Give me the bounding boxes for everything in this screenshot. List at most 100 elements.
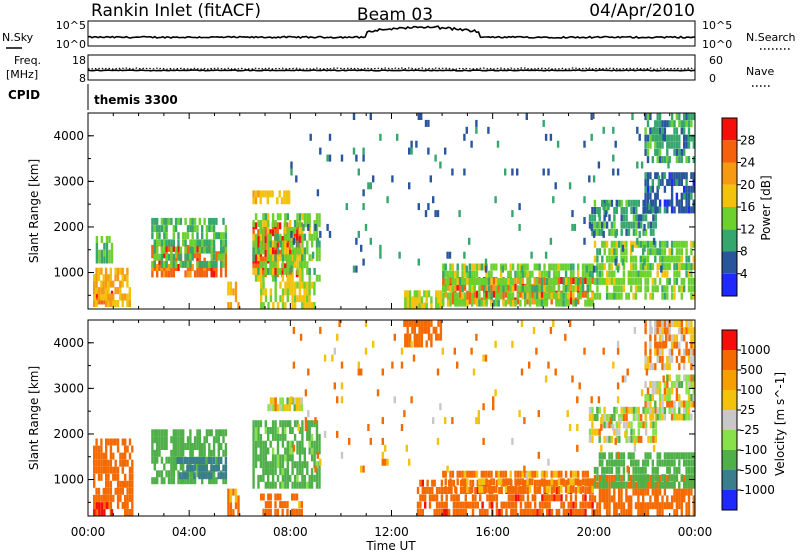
velocity-cell bbox=[615, 509, 618, 517]
power-cell bbox=[675, 263, 679, 271]
power-cell bbox=[604, 210, 608, 218]
velocity-cell bbox=[252, 433, 255, 441]
power-cell bbox=[289, 261, 292, 269]
velocity-cell bbox=[683, 452, 686, 460]
velocity-cell bbox=[495, 494, 499, 502]
power-cell bbox=[293, 281, 297, 289]
power-cell bbox=[495, 292, 498, 300]
power-cell bbox=[177, 239, 180, 247]
velocity-cell bbox=[198, 464, 201, 472]
velocity-cell bbox=[283, 501, 287, 509]
power-cell bbox=[678, 285, 681, 293]
power-cell bbox=[615, 207, 618, 214]
velocity-cell bbox=[690, 341, 693, 349]
velocity-cell bbox=[668, 400, 671, 408]
velocity-cell bbox=[678, 374, 681, 382]
power-cell bbox=[601, 240, 604, 248]
power-cell bbox=[276, 222, 279, 230]
power-cell bbox=[588, 175, 591, 183]
velocity-cell bbox=[625, 406, 628, 414]
power-cell bbox=[557, 292, 561, 300]
velocity-cell bbox=[605, 488, 609, 496]
power-cell bbox=[562, 299, 565, 307]
velocity-cell bbox=[201, 449, 204, 457]
velocity-cell bbox=[581, 494, 585, 502]
velocity-cell bbox=[598, 495, 602, 503]
velocity-cell bbox=[680, 474, 683, 482]
power-cell bbox=[165, 239, 168, 247]
velocity-cell bbox=[519, 478, 522, 486]
velocity-cbar-tick-label: -1000 bbox=[740, 483, 775, 497]
velocity-cell bbox=[661, 400, 664, 408]
time-tick-label: 12:00 bbox=[374, 525, 409, 539]
power-cell bbox=[526, 285, 529, 293]
power-cell bbox=[290, 230, 293, 238]
velocity-cell bbox=[408, 319, 412, 327]
velocity-cell bbox=[663, 481, 667, 489]
power-cell bbox=[170, 246, 173, 254]
velocity-cell bbox=[550, 487, 554, 494]
time-tick-label: 08:00 bbox=[273, 525, 308, 539]
power-cell bbox=[252, 247, 255, 255]
velocity-cell bbox=[483, 470, 486, 478]
velocity-cell bbox=[567, 501, 570, 509]
velocity-cell bbox=[424, 501, 427, 509]
power-cell bbox=[262, 240, 265, 248]
velocity-cell bbox=[495, 485, 498, 493]
power-cell bbox=[614, 140, 617, 148]
velocity-cell bbox=[102, 494, 105, 502]
velocity-cell bbox=[605, 474, 609, 482]
velocity-cell bbox=[357, 361, 360, 369]
power-cell bbox=[172, 232, 175, 240]
velocity-cell bbox=[656, 509, 659, 517]
velocity-cell bbox=[459, 487, 463, 494]
velocity-cell bbox=[574, 501, 578, 509]
velocity-cell bbox=[260, 493, 263, 501]
velocity-cell bbox=[189, 443, 192, 450]
power-cell bbox=[692, 134, 695, 142]
power-cell bbox=[298, 213, 302, 221]
power-cell bbox=[442, 263, 445, 271]
velocity-cell bbox=[500, 501, 503, 509]
power-cell bbox=[444, 147, 447, 155]
velocity-cell bbox=[224, 443, 228, 450]
power-cell bbox=[471, 263, 474, 271]
power-cell bbox=[692, 277, 695, 285]
velocity-cell bbox=[517, 494, 520, 502]
power-cell bbox=[284, 247, 287, 255]
velocity-cell bbox=[97, 466, 101, 474]
power-cell bbox=[543, 299, 546, 307]
velocity-cell bbox=[440, 501, 444, 509]
velocity-cell bbox=[449, 478, 452, 486]
power-cell bbox=[632, 240, 635, 248]
power-cell bbox=[293, 220, 297, 227]
power-cell bbox=[593, 199, 597, 207]
velocity-cell bbox=[690, 413, 693, 421]
velocity-cell bbox=[678, 363, 681, 371]
velocity-cell bbox=[471, 470, 474, 478]
velocity-cell bbox=[666, 459, 669, 467]
power-cell bbox=[193, 225, 197, 233]
velocity-cell bbox=[692, 355, 695, 363]
power-cell bbox=[690, 206, 693, 214]
power-cell bbox=[646, 248, 650, 256]
velocity-cell bbox=[621, 375, 625, 383]
velocity-cell bbox=[633, 444, 637, 452]
velocity-cell bbox=[97, 494, 101, 502]
power-cell bbox=[480, 283, 483, 291]
velocity-cell bbox=[608, 459, 611, 467]
power-cell bbox=[468, 297, 471, 305]
velocity-cell bbox=[229, 509, 233, 517]
power-cbar-tick-label: 16 bbox=[740, 200, 755, 214]
velocity-cell bbox=[690, 363, 693, 371]
power-cell bbox=[410, 147, 413, 155]
power-cell bbox=[196, 239, 199, 247]
power-cell bbox=[687, 156, 691, 164]
power-cell bbox=[291, 254, 294, 262]
velocity-cell bbox=[336, 396, 339, 404]
power-cell bbox=[301, 254, 304, 262]
velocity-cell bbox=[620, 495, 623, 503]
power-cell bbox=[110, 256, 114, 264]
power-cell bbox=[410, 140, 413, 148]
velocity-cell bbox=[279, 481, 282, 489]
